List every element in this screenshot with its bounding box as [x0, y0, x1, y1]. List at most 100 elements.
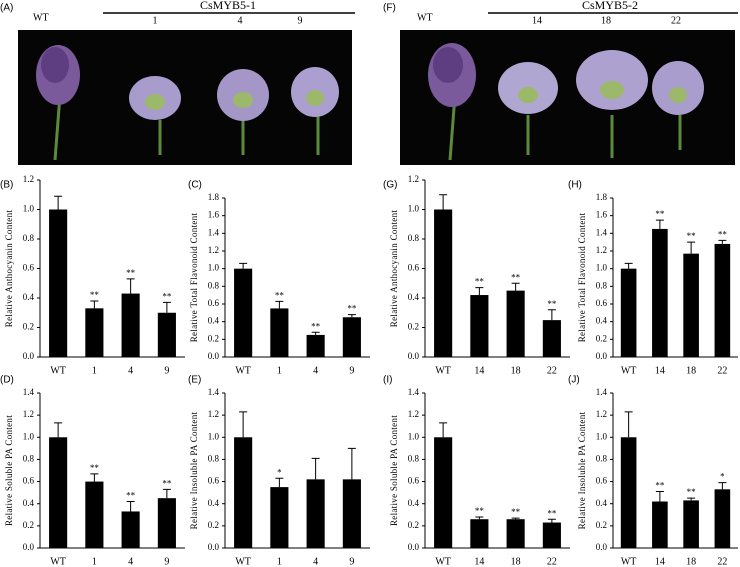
- x-tick-label: 1: [277, 556, 282, 567]
- y-tick-label: 1.0: [596, 431, 608, 441]
- x-tick-label: 9: [164, 365, 169, 376]
- bar: [85, 481, 104, 548]
- x-tick-label: 14: [474, 556, 484, 567]
- error-bar: [311, 457, 320, 480]
- y-tick-label: 1.0: [596, 263, 608, 273]
- y-tick-label: 1.6: [596, 210, 608, 220]
- y-tick-label: 1.2: [23, 409, 34, 419]
- significance-label: **: [126, 268, 136, 278]
- line-label: 1: [153, 15, 158, 26]
- bar: [342, 479, 361, 548]
- significance-label: *: [277, 467, 282, 477]
- line-label: 14: [532, 15, 542, 26]
- bar: [49, 437, 68, 548]
- error-bar: [239, 262, 248, 269]
- x-tick-label: 14: [655, 365, 665, 376]
- error-bar: [475, 287, 484, 296]
- bar: [620, 437, 637, 548]
- y-axis-label: Relative Insoluble PA Content: [189, 411, 199, 529]
- bar: [542, 320, 561, 357]
- panel-label: (C): [188, 180, 202, 191]
- x-tick-label: 18: [686, 365, 696, 376]
- bar: [714, 489, 731, 548]
- y-tick-label: 1.0: [208, 263, 220, 273]
- y-tick-label: 0.6: [408, 263, 420, 273]
- x-tick-label: WT: [435, 365, 451, 376]
- x-tick-label: 1: [92, 556, 97, 567]
- y-tick-label: 0.2: [596, 333, 607, 343]
- y-tick-label: 1.0: [23, 431, 35, 441]
- significance-label: **: [718, 229, 728, 239]
- y-tick-label: 1.0: [23, 204, 35, 214]
- panel-label: (J): [568, 375, 580, 386]
- panel-label: (H): [568, 180, 582, 191]
- line-label: 22: [671, 15, 681, 26]
- bar: [470, 519, 489, 548]
- bar: [234, 268, 253, 357]
- x-tick-label: 14: [655, 556, 665, 567]
- x-tick-label: 18: [511, 556, 521, 567]
- significance-label: **: [275, 290, 285, 300]
- significance-label: **: [126, 491, 136, 501]
- x-tick-label: WT: [621, 365, 637, 376]
- error-bar: [718, 239, 727, 244]
- significance-label: **: [162, 291, 172, 301]
- y-axis-label: Relative Insoluble PA Content: [577, 411, 587, 529]
- error-bar: [162, 488, 171, 499]
- error-bar: [90, 473, 99, 482]
- bar: [434, 209, 453, 357]
- bar: [157, 498, 176, 548]
- significance-label: **: [547, 299, 557, 309]
- error-bar: [655, 219, 664, 229]
- y-tick-label: 0.0: [23, 542, 35, 552]
- bar: [342, 317, 361, 357]
- line-label: 9: [298, 15, 303, 26]
- bar: [714, 243, 731, 357]
- y-tick-label: 1.4: [596, 387, 608, 397]
- y-tick-label: 1.6: [208, 210, 220, 220]
- bar: [542, 522, 561, 548]
- error-bar: [439, 194, 448, 210]
- y-tick-label: 1.4: [208, 387, 220, 397]
- y-tick-label: 0.4: [408, 498, 420, 508]
- x-tick-label: WT: [621, 556, 637, 567]
- error-bar: [126, 278, 135, 294]
- bar: [234, 437, 253, 548]
- y-tick-label: 0.4: [208, 316, 220, 326]
- x-tick-label: WT: [235, 365, 251, 376]
- control-label: WT: [33, 12, 49, 23]
- x-tick-label: WT: [50, 556, 66, 567]
- bar: [49, 209, 68, 357]
- significance-label: **: [655, 209, 665, 219]
- significance-label: **: [311, 321, 321, 331]
- y-axis-label: Relative Total Flavonoid Content: [577, 213, 587, 343]
- significance-label: **: [511, 272, 521, 282]
- y-tick-label: 1.2: [208, 245, 219, 255]
- y-tick-label: 0.0: [408, 542, 420, 552]
- y-tick-label: 1.8: [208, 192, 220, 202]
- bar: [470, 295, 489, 357]
- y-tick-label: 0.2: [208, 333, 219, 343]
- x-tick-label: 9: [349, 556, 354, 567]
- error-bar: [624, 262, 633, 269]
- x-tick-label: WT: [235, 556, 251, 567]
- bar: [270, 308, 289, 357]
- y-tick-label: 0.2: [208, 520, 219, 530]
- x-tick-label: WT: [50, 365, 66, 376]
- significance-label: **: [162, 478, 172, 488]
- y-tick-label: 0.4: [596, 316, 608, 326]
- x-tick-label: WT: [435, 556, 451, 567]
- error-bar: [547, 518, 556, 523]
- error-bar: [511, 282, 520, 291]
- panel-label: (F): [383, 3, 396, 14]
- y-tick-label: 0.0: [23, 351, 35, 361]
- y-tick-label: 0.8: [596, 280, 608, 290]
- y-tick-label: 0.0: [208, 351, 220, 361]
- photo-f: [400, 30, 735, 165]
- x-tick-label: 22: [547, 365, 557, 376]
- bar: [506, 519, 525, 548]
- y-tick-label: 0.6: [596, 298, 608, 308]
- bar: [434, 437, 453, 548]
- significance-label: **: [475, 506, 485, 516]
